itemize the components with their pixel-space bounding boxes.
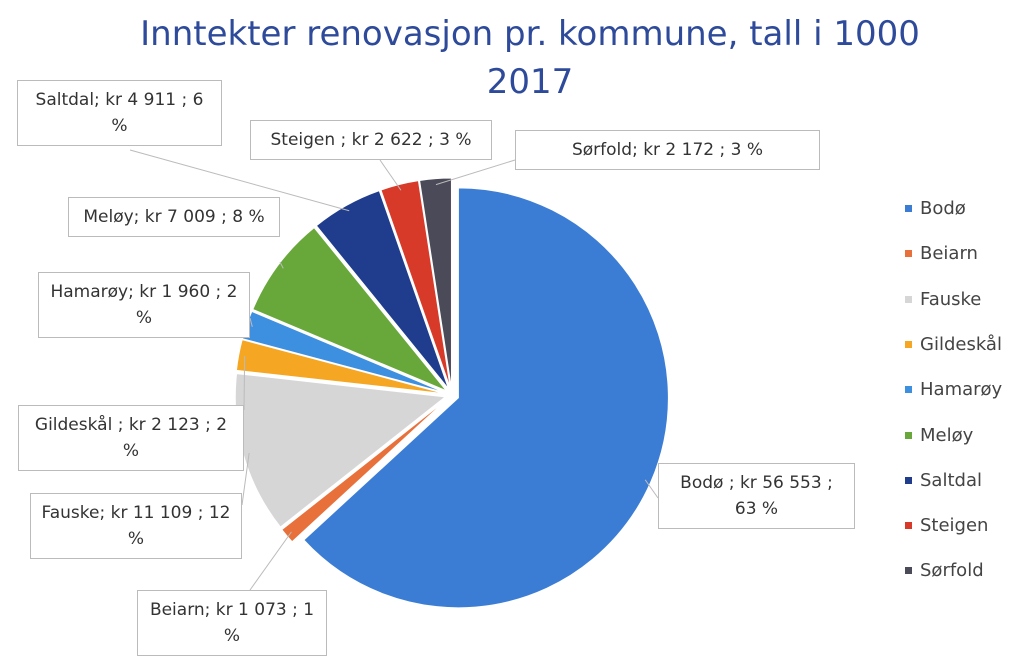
legend-swatch bbox=[905, 522, 912, 530]
legend-label: Hamarøy bbox=[920, 379, 1003, 401]
data-label: Steigen ; kr 2 622 ; 3 % bbox=[250, 120, 492, 160]
legend-swatch bbox=[905, 340, 912, 348]
leader-line bbox=[129, 149, 350, 212]
legend-swatch bbox=[905, 205, 912, 212]
legend-item: Meløy bbox=[905, 425, 973, 446]
legend-label: Saltdal bbox=[920, 469, 982, 491]
leader-line bbox=[249, 317, 253, 327]
data-label: Fauske; kr 11 109 ; 12 % bbox=[30, 493, 242, 559]
leader-line bbox=[435, 159, 516, 186]
pie-slice bbox=[281, 399, 448, 543]
pie-slice bbox=[315, 190, 450, 390]
chart-title: Inntekter renovasjon pr. kommune, tall i… bbox=[140, 14, 920, 102]
data-label: Sørfold; kr 2 172 ; 3 % bbox=[515, 130, 820, 170]
legend-label: Meløy bbox=[920, 424, 974, 446]
legend-item: Beiarn bbox=[905, 243, 978, 264]
data-label: Gildeskål ; kr 2 123 ; 2 % bbox=[18, 405, 244, 471]
leader-line bbox=[243, 356, 246, 411]
legend-item: Steigen bbox=[905, 515, 988, 536]
pie-slice bbox=[235, 339, 446, 395]
data-label: Beiarn; kr 1 073 ; 1 % bbox=[137, 590, 327, 656]
data-label: Bodø ; kr 56 553 ; 63 % bbox=[658, 463, 855, 529]
legend-swatch bbox=[905, 386, 912, 394]
legend-label: Sørfold bbox=[920, 560, 984, 582]
data-label: Hamarøy; kr 1 960 ; 2 % bbox=[38, 272, 250, 338]
legend-swatch bbox=[905, 476, 912, 484]
leader-line bbox=[379, 159, 402, 191]
pie-slice bbox=[419, 177, 452, 389]
legend-swatch bbox=[905, 295, 912, 303]
pie-slice bbox=[380, 180, 451, 389]
legend-label: Fauske bbox=[920, 288, 982, 310]
leader-line bbox=[279, 261, 284, 269]
legend-swatch bbox=[905, 431, 912, 439]
legend-item: Hamarøy bbox=[905, 379, 1002, 400]
pie-slice bbox=[252, 226, 447, 392]
legend-label: Bodø bbox=[920, 198, 966, 219]
leader-line bbox=[249, 531, 292, 591]
leader-line bbox=[644, 479, 659, 499]
pie-slice bbox=[303, 187, 669, 609]
legend-item: Bodø bbox=[905, 198, 966, 219]
legend-swatch bbox=[905, 567, 912, 575]
leader-line bbox=[241, 452, 250, 506]
legend-swatch bbox=[905, 250, 912, 258]
legend-item: Fauske bbox=[905, 289, 981, 310]
legend-item: Gildeskål bbox=[905, 334, 1002, 355]
legend-item: Saltdal bbox=[905, 470, 982, 491]
data-label: Meløy; kr 7 009 ; 8 % bbox=[68, 197, 280, 237]
legend-label: Steigen bbox=[920, 515, 989, 537]
legend-label: Beiarn bbox=[920, 243, 978, 265]
legend-label: Gildeskål bbox=[920, 333, 1002, 355]
data-label: Saltdal; kr 4 911 ; 6 % bbox=[17, 80, 222, 146]
legend-item: Sørfold bbox=[905, 560, 984, 581]
